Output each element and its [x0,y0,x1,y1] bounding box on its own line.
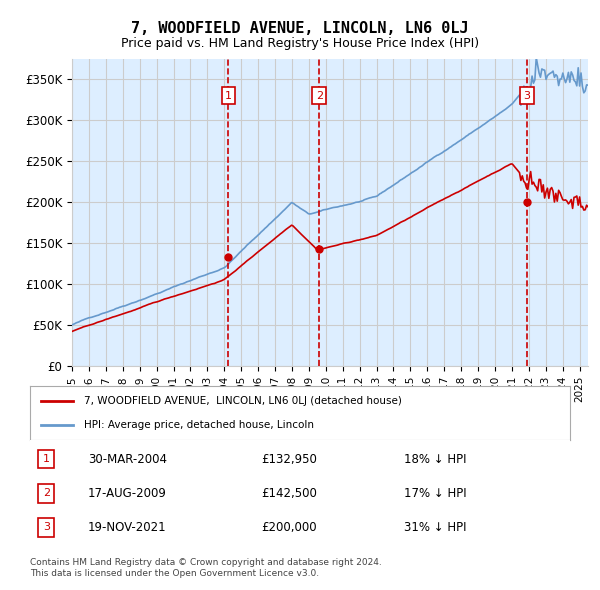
Bar [527,59,588,366]
Text: 30-MAR-2004: 30-MAR-2004 [88,453,167,466]
Bar [72,59,229,366]
Text: 17-AUG-2009: 17-AUG-2009 [88,487,167,500]
Text: 17% ↓ HPI: 17% ↓ HPI [404,487,466,500]
Text: Price paid vs. HM Land Registry's House Price Index (HPI): Price paid vs. HM Land Registry's House … [121,37,479,50]
Text: 3: 3 [43,522,50,532]
Text: 7, WOODFIELD AVENUE,  LINCOLN, LN6 0LJ (detached house): 7, WOODFIELD AVENUE, LINCOLN, LN6 0LJ (d… [84,396,402,407]
Text: 2: 2 [43,488,50,498]
Text: 3: 3 [523,91,530,101]
Bar [319,59,527,366]
Text: £142,500: £142,500 [261,487,317,500]
Text: £132,950: £132,950 [261,453,317,466]
Text: This data is licensed under the Open Government Licence v3.0.: This data is licensed under the Open Gov… [30,569,319,578]
Text: £200,000: £200,000 [262,520,317,534]
Text: 18% ↓ HPI: 18% ↓ HPI [404,453,466,466]
Text: 31% ↓ HPI: 31% ↓ HPI [404,520,466,534]
Text: Contains HM Land Registry data © Crown copyright and database right 2024.: Contains HM Land Registry data © Crown c… [30,558,382,566]
Text: 1: 1 [43,454,50,464]
Text: 7, WOODFIELD AVENUE, LINCOLN, LN6 0LJ: 7, WOODFIELD AVENUE, LINCOLN, LN6 0LJ [131,21,469,35]
Text: 2: 2 [316,91,323,101]
Text: HPI: Average price, detached house, Lincoln: HPI: Average price, detached house, Linc… [84,419,314,430]
Text: 1: 1 [225,91,232,101]
Text: 19-NOV-2021: 19-NOV-2021 [88,520,167,534]
Bar [229,59,319,366]
